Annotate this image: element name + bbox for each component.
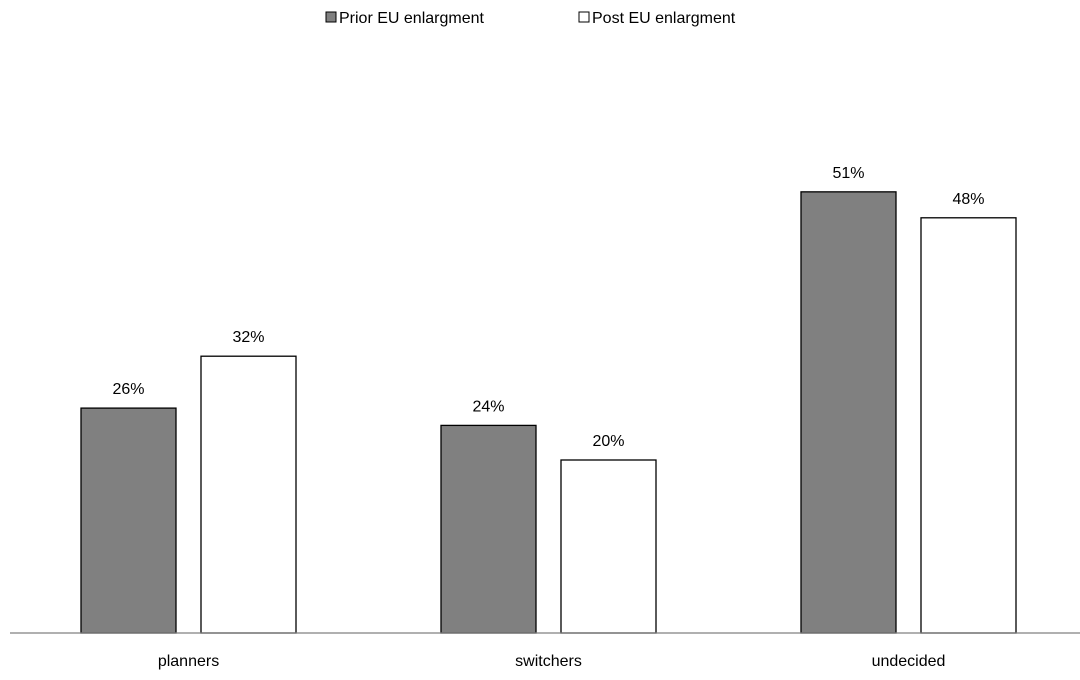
data-label-undecided-prior: 51% (832, 165, 864, 182)
bar-switchers-post (560, 459, 657, 634)
data-label-planners-post: 32% (232, 329, 264, 346)
bar-group (80, 191, 1017, 634)
bar-planners-post (200, 355, 297, 634)
x-tick-label-undecided: undecided (872, 653, 946, 670)
bar-undecided-prior (800, 191, 897, 634)
legend-swatch-prior (325, 11, 337, 23)
x-tick-label-switchers: switchers (515, 653, 582, 670)
legend-label-prior: Prior EU enlargment (339, 10, 485, 27)
data-label-group: 26% 32% 24% 20% 51% 48% (112, 165, 984, 450)
bar-planners-prior (80, 407, 177, 634)
bar-switchers-prior (440, 424, 537, 634)
x-tick-label-group: planners switchers undecided (158, 653, 946, 670)
data-label-switchers-prior: 24% (472, 398, 504, 415)
bar-undecided-post (920, 217, 1017, 634)
legend: Prior EU enlargment Post EU enlargment (325, 10, 736, 27)
legend-swatch-post (578, 11, 590, 23)
data-label-undecided-post: 48% (952, 191, 984, 208)
x-tick-label-planners: planners (158, 653, 219, 670)
legend-label-post: Post EU enlargment (592, 10, 736, 27)
data-label-planners-prior: 26% (112, 381, 144, 398)
data-label-switchers-post: 20% (592, 433, 624, 450)
